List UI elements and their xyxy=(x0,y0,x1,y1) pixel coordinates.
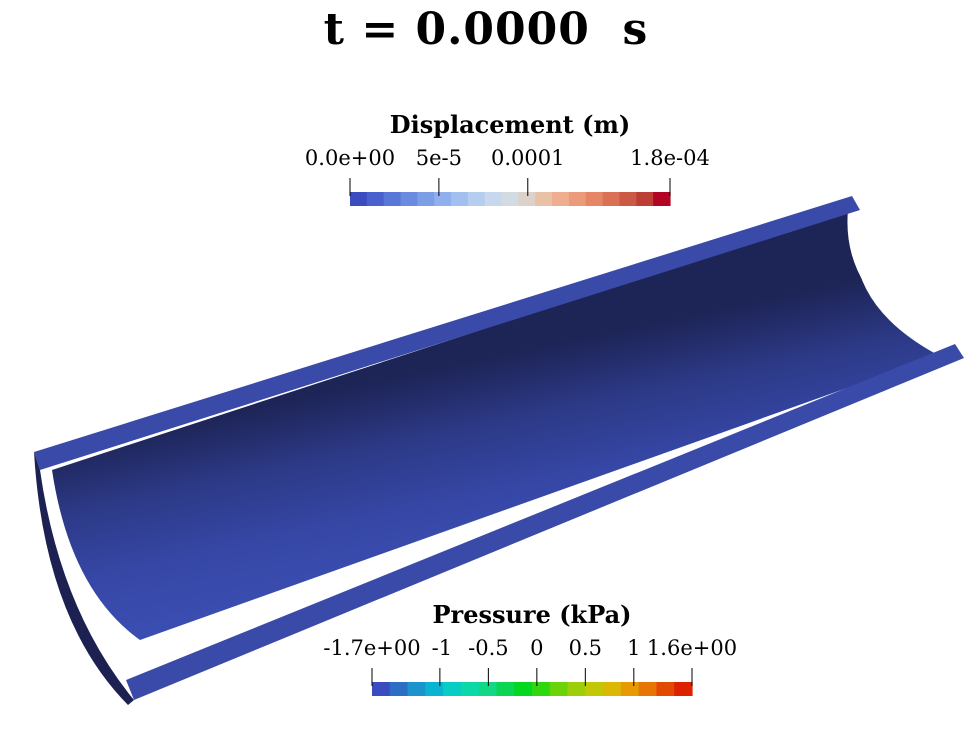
pipe-top-rim xyxy=(34,196,860,470)
pressure_bar-color-segment xyxy=(567,682,586,696)
pressure-bar-title: Pressure (kPa) xyxy=(432,600,632,629)
pressure_bar-color-segment xyxy=(532,682,551,696)
pressure_bar-color-segment xyxy=(443,682,462,696)
pressure_bar-color-segment xyxy=(425,682,444,696)
time-title: t = 0.0000 s xyxy=(323,4,649,55)
pressure_bar-color-segment xyxy=(674,682,693,696)
pressure_bar-tick-label: 0 xyxy=(530,636,544,660)
displacement_bar-tick-label: 0.0e+00 xyxy=(304,146,396,170)
pressure_bar-color-segment xyxy=(407,682,426,696)
pressure_bar-tick-label: -1 xyxy=(431,636,453,660)
pressure_bar-color-segment xyxy=(620,682,640,696)
displacement_bar-color-segment xyxy=(552,192,570,206)
pressure_bar-tick-label: -0.5 xyxy=(468,636,509,660)
pressure_bar-color-segment xyxy=(496,682,515,696)
displacement_bar-color-segment xyxy=(653,192,671,206)
pressure_bar-tick-label: 1.6e+00 xyxy=(646,636,738,660)
displacement_bar-color-segment xyxy=(585,192,604,206)
displacement_bar-color-segment xyxy=(350,192,368,206)
pressure_bar-color-segment xyxy=(478,682,498,696)
pressure_bar-color-segment xyxy=(372,682,391,696)
pipe-inner-surface xyxy=(52,210,948,640)
displacement_bar-tick-label: 1.8e-04 xyxy=(630,146,710,170)
displacement_bar-color-segment xyxy=(366,192,385,206)
displacement_bar-color-segment xyxy=(568,192,587,206)
pressure_bar-tick-label: 1 xyxy=(627,636,641,660)
displacement_bar-color-segment xyxy=(619,192,637,206)
pressure_bar-color-segment xyxy=(603,682,622,696)
pipe-far-opening xyxy=(854,200,972,354)
displacement_bar-color-segment xyxy=(451,192,469,206)
pressure_bar-color-segment xyxy=(389,682,409,696)
pressure_bar-tick-label: -1.7e+00 xyxy=(323,636,421,660)
pressure_bar-color-segment xyxy=(514,682,533,696)
displacement-bar-title: Displacement (m) xyxy=(389,110,631,139)
pipe-bottom-rim xyxy=(126,344,964,700)
displacement_bar-color-segment xyxy=(383,192,402,206)
displacement_bar-tick-label: 0.0001 xyxy=(491,146,565,170)
displacement_bar-color-segment xyxy=(484,192,503,206)
pressure_bar-color-segment xyxy=(585,682,604,696)
pressure_bar-color-segment xyxy=(638,682,658,696)
pressure_bar-color-segment xyxy=(549,682,569,696)
displacement-colorbar xyxy=(349,178,671,206)
pressure_bar-color-segment xyxy=(460,682,480,696)
displacement_bar-color-segment xyxy=(518,192,536,206)
pressure_bar-tick-label: 0.5 xyxy=(568,636,603,660)
pressure-colorbar xyxy=(371,668,693,696)
displacement_bar-color-segment xyxy=(535,192,553,206)
displacement_bar-tick-label: 5e-5 xyxy=(415,146,462,170)
displacement_bar-color-segment xyxy=(417,192,435,206)
displacement_bar-color-segment xyxy=(501,192,520,206)
pressure_bar-color-segment xyxy=(656,682,675,696)
displacement_bar-color-segment xyxy=(400,192,418,206)
displacement_bar-color-segment xyxy=(636,192,654,206)
displacement_bar-color-segment xyxy=(434,192,452,206)
displacement_bar-color-segment xyxy=(602,192,621,206)
displacement_bar-color-segment xyxy=(467,192,486,206)
